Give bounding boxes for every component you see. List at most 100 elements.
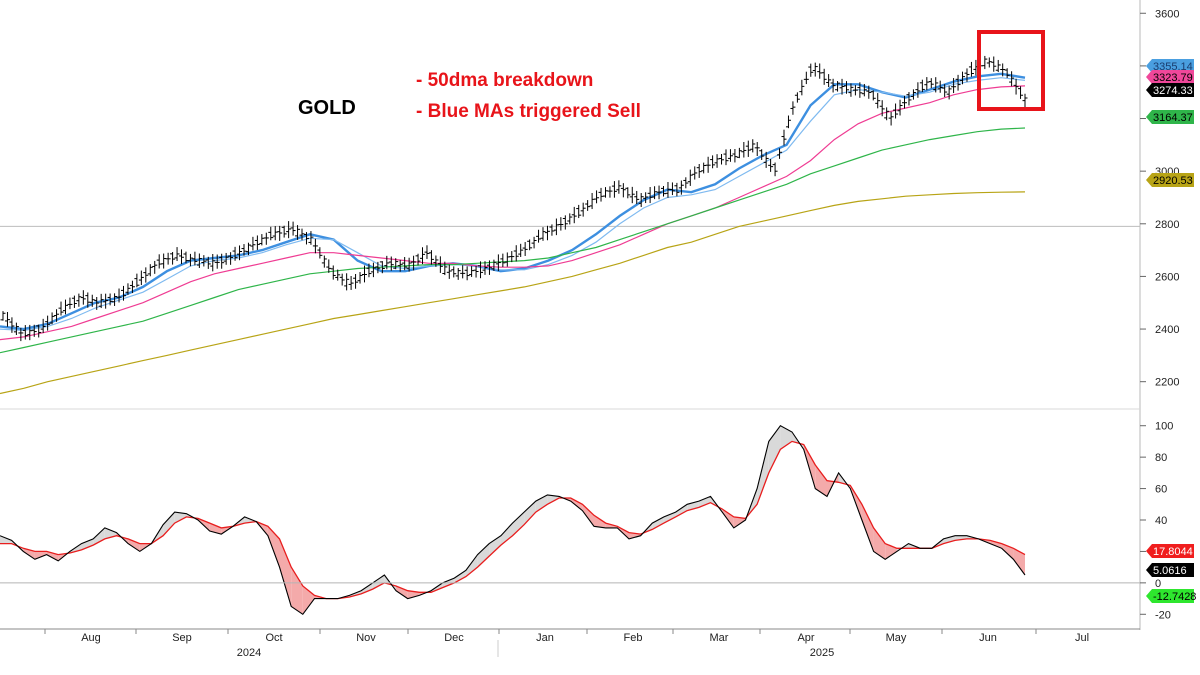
price-bar [482,261,488,275]
price-bar [67,297,73,310]
osc-fill-segment [372,575,385,590]
osc-fill-segment [291,567,303,615]
price-bar [1022,93,1028,108]
osc-tick-label: 60 [1155,484,1167,496]
osc-fill-segment [652,516,664,530]
osc-tick-label: 80 [1155,452,1167,464]
price-bar [152,260,158,274]
price-bar [919,79,925,93]
osc-fill-segment [757,441,769,505]
price-bar [161,253,167,269]
oscillator-lines [0,424,1026,616]
price-bar [946,85,952,100]
price-bar [250,236,256,251]
price-bar [455,268,461,280]
price-bar [759,149,765,160]
price-bar [750,139,756,153]
price-bar [98,293,104,309]
price-bar [879,100,885,117]
price-bar [420,247,426,265]
price-last-value-badge: 3274.33 [1146,83,1194,97]
osc-fill-segment [687,501,699,511]
price-bar [321,255,327,268]
price-bar [228,252,234,265]
price-bar [888,111,894,126]
price-bar [18,327,24,342]
price-bar [513,245,519,262]
price-bar [366,263,372,278]
price-bar [843,81,849,94]
price-bar [576,204,582,219]
price-bar [817,63,823,79]
price-bar [674,182,680,197]
osc-fill-segment [500,523,513,546]
osc-fill-segment [407,590,420,599]
price-bar [951,78,957,94]
osc-fill-segment [279,538,292,607]
price-bar [76,293,82,307]
price-bar [745,140,751,157]
x-tick-label: Sep [172,632,192,644]
price-bar [308,231,314,245]
price-bar [884,107,890,121]
price-bar [602,187,608,198]
price-bar [960,71,966,85]
price-bar [616,180,622,194]
price-bar [683,177,689,189]
price-bar [143,267,149,283]
x-tick-label: Feb [624,632,643,644]
osc-tick-label: 100 [1155,421,1173,433]
price-bar [522,242,528,256]
price-bar [165,252,171,265]
x-tick-label: Jul [1075,632,1089,644]
price-bar [9,317,15,333]
osc-fill-segment [733,516,746,528]
osc-fill-segment [396,586,408,599]
price-bar [116,288,122,303]
price-bar [558,217,564,231]
price-bar [915,82,921,98]
price-bar [937,80,943,93]
ma-line-olive-200 [0,191,1026,395]
price-bar [986,57,992,68]
price-bar [49,312,55,325]
price-bar [897,99,903,116]
price-bar [22,325,28,340]
price-bar [411,255,417,271]
osc-fill-segment [361,582,373,594]
ma-line-green-100 [0,127,1026,354]
price-bar [1004,68,1010,78]
price-bar [415,253,421,266]
price-bar [125,283,131,295]
price-bar [741,142,747,158]
price-bar [71,295,77,308]
price-bar [170,251,176,265]
price-bar [701,162,707,174]
price-bar [995,59,1001,73]
osc-fill-segment [990,540,1002,549]
price-bar [808,63,814,77]
oscillator-fill [0,425,1025,615]
price-bar [491,259,497,271]
price-bar [763,151,769,168]
price-bar [174,247,180,262]
osc-fill-segment [547,494,560,505]
osc-fill-segment [465,554,478,577]
osc-fill-segment [1013,548,1025,575]
price-bar [134,273,140,288]
price-bar [0,311,6,321]
osc-fill-segment [174,512,187,524]
price-bar [607,186,613,198]
price-bar [848,83,854,97]
ma-line-pink-50 [0,85,1026,341]
price-bar [335,269,341,281]
price-bar [772,162,778,177]
price-bar [446,264,452,279]
price-bar [839,78,845,95]
price-bar [1013,78,1019,95]
osc-fill-segment [477,543,490,568]
price-bar [263,232,269,245]
price-bar [393,258,399,270]
price-bar [611,181,617,198]
